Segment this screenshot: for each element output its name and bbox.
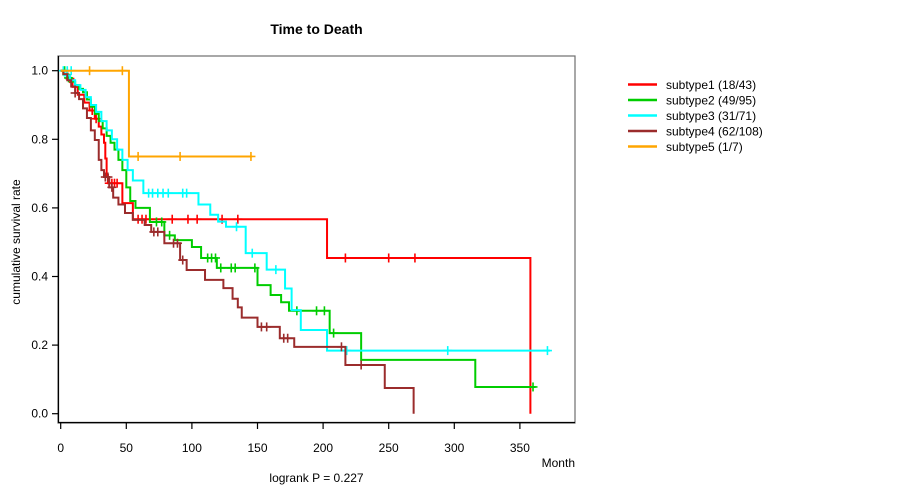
y-tick-label: 0.4: [31, 270, 48, 284]
y-tick-label: 1.0: [31, 64, 48, 78]
series-subtype4-line: [60, 69, 415, 414]
logrank-annotation: logrank P = 0.227: [269, 471, 364, 485]
legend-label-subtype3: subtype3 (31/71): [666, 109, 756, 123]
y-tick-label: 0.6: [31, 201, 48, 215]
legend-label-subtype4: subtype4 (62/108): [666, 125, 763, 139]
x-tick-label: 250: [379, 441, 399, 455]
chart-title: Time to Death: [270, 21, 363, 37]
y-tick-label: 0.8: [31, 132, 48, 146]
legend-label-subtype5: subtype5 (1/7): [666, 140, 743, 154]
x-tick-label: 350: [510, 441, 530, 455]
legend-label-subtype1: subtype1 (18/43): [666, 78, 756, 92]
x-tick-label: 300: [444, 441, 464, 455]
x-tick-label: 50: [120, 441, 134, 455]
series-subtype3-line: [60, 69, 551, 352]
series-subtype5-line: [60, 69, 253, 158]
x-tick-label: 0: [57, 441, 64, 455]
x-tick-label: 200: [313, 441, 333, 455]
x-tick-label: 150: [247, 441, 267, 455]
series-subtype1-line: [60, 69, 532, 414]
y-tick-label: 0.2: [31, 338, 48, 352]
x-axis-title: Month: [541, 456, 575, 470]
legend-label-subtype2: subtype2 (49/95): [666, 94, 756, 108]
plot-border: [57, 55, 576, 424]
x-tick-label: 100: [182, 441, 202, 455]
series-subtype2-line: [60, 69, 536, 388]
y-axis-title: cumulative survival rate: [9, 179, 23, 305]
y-tick-label: 0.0: [31, 407, 48, 421]
